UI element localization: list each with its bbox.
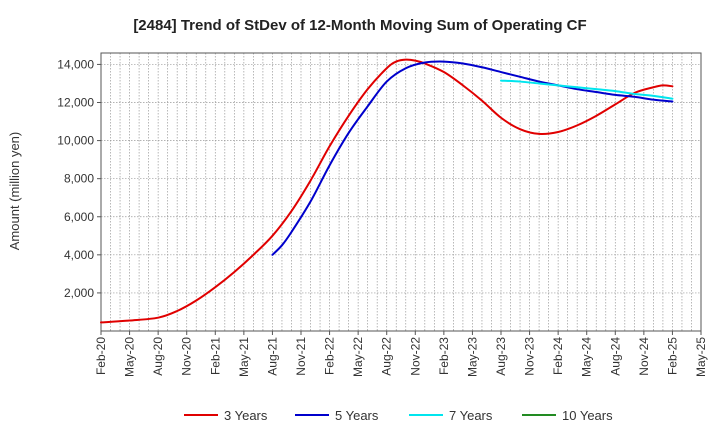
legend-label: 10 Years — [562, 408, 613, 423]
y-tick-label: 12,000 — [57, 96, 94, 110]
x-tick-label: Feb-20 — [94, 337, 108, 375]
x-tick-label: Feb-25 — [665, 337, 679, 375]
plot-area — [101, 53, 701, 331]
y-tick-label: 10,000 — [57, 134, 94, 148]
series-line-3-years — [100, 58, 674, 324]
y-tick-label: 4,000 — [64, 248, 94, 262]
x-tick-label: Aug-24 — [608, 337, 622, 376]
x-tick-label: Aug-21 — [265, 337, 279, 376]
x-tick-label: May-25 — [694, 337, 708, 377]
x-tick-label: Aug-23 — [494, 337, 508, 376]
plot-frame — [100, 52, 702, 332]
x-tick-label: Aug-22 — [380, 337, 394, 376]
y-tick-label: 2,000 — [64, 286, 94, 300]
legend-label: 5 Years — [335, 408, 379, 423]
x-tick-label: Nov-23 — [523, 337, 537, 376]
x-tick-label: Nov-21 — [294, 337, 308, 376]
y-tick-label: 8,000 — [64, 172, 94, 186]
x-tick-label: Nov-22 — [408, 337, 422, 376]
legend-label: 3 Years — [224, 408, 268, 423]
series-layer — [100, 58, 674, 324]
x-tick-label: Nov-20 — [180, 337, 194, 376]
x-tick-label: Feb-22 — [323, 337, 337, 375]
x-tick-label: May-24 — [580, 337, 594, 377]
series-line-7-years — [500, 79, 674, 100]
grid-layer — [101, 53, 701, 331]
legend: 3 Years 5 Years 7 Years 10 Years — [184, 408, 613, 423]
y-axis-title: Amount (million yen) — [7, 132, 22, 251]
chart-title: [2484] Trend of StDev of 12-Month Moving… — [133, 17, 586, 34]
x-tick-label: May-20 — [123, 337, 137, 377]
legend-label: 7 Years — [449, 408, 493, 423]
x-tick-label: Feb-21 — [208, 337, 222, 375]
x-tick-label: Nov-24 — [637, 337, 651, 376]
y-tick-label: 6,000 — [64, 210, 94, 224]
axis-layer: 2,000 4,000 6,000 8,000 10,000 12,000 14,000 Fe… — [57, 52, 708, 377]
x-tick-label: May-22 — [351, 337, 365, 377]
x-tick-label: Aug-20 — [151, 337, 165, 376]
series-line-5-years — [271, 60, 674, 256]
x-tick-label: Feb-23 — [437, 337, 451, 375]
y-tick-label: 14,000 — [57, 57, 94, 71]
x-tick-label: Feb-24 — [551, 337, 565, 375]
x-tick-label: May-21 — [237, 337, 251, 377]
x-tick-label: May-23 — [465, 337, 479, 377]
